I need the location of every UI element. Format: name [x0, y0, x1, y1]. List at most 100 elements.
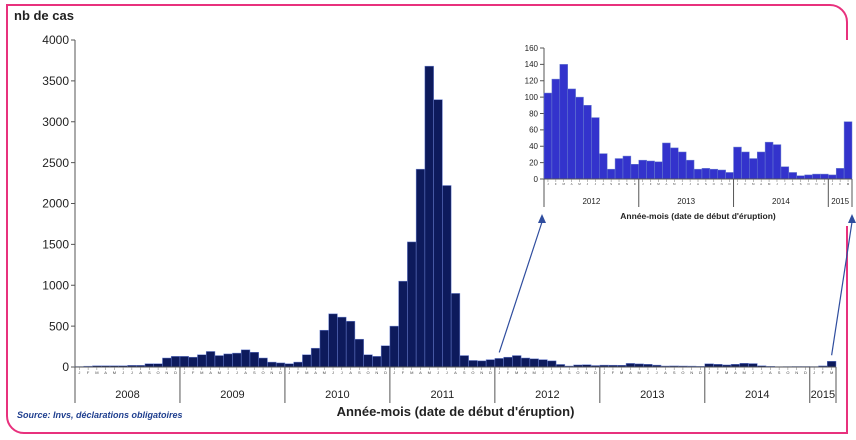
inset-bar: [788, 172, 797, 180]
main-bar: [433, 99, 443, 368]
inset-month-label: M: [673, 182, 676, 186]
main-bar: [494, 358, 504, 368]
main-bar: [179, 356, 189, 368]
inset-group: 0 20 40 60 80 100 120 140 160 J F M A M J J A S O N D 2012 J F M…: [508, 40, 854, 226]
inset-bar: [583, 105, 592, 180]
inset-y-tick-label: 80: [529, 109, 538, 118]
inset-month-label: A: [760, 182, 762, 186]
inset-month-label: F: [839, 182, 841, 186]
inset-month-label: F: [555, 182, 557, 186]
main-month-label: A: [139, 370, 142, 375]
main-bar: [267, 361, 277, 368]
main-bar: [748, 363, 758, 368]
main-month-label: J: [647, 370, 649, 375]
main-month-label: J: [761, 370, 763, 375]
main-month-label: A: [244, 370, 247, 375]
main-month-label: M: [200, 370, 203, 375]
main-month-label: A: [769, 370, 772, 375]
inset-month-label: D: [823, 182, 826, 186]
inset-month-label: O: [618, 182, 621, 186]
main-y-tick-label: 1000: [42, 278, 69, 292]
main-bar: [512, 355, 522, 368]
main-month-label: O: [471, 370, 474, 375]
main-month-label: O: [262, 370, 265, 375]
inset-month-label: J: [681, 182, 683, 186]
main-month-label: A: [524, 370, 527, 375]
main-bar: [162, 357, 172, 368]
inset-year-label: 2012: [582, 197, 600, 206]
main-month-label: D: [384, 370, 387, 375]
inset-month-label: N: [721, 182, 723, 186]
main-y-tick-label: 2500: [42, 156, 69, 170]
main-bar: [477, 360, 487, 368]
main-month-label: J: [78, 370, 80, 375]
main-month-label: S: [568, 370, 571, 375]
inset-bar: [622, 155, 632, 180]
inset-bar: [693, 168, 703, 180]
main-y-tick-label: 4000: [42, 33, 69, 47]
main-bar: [372, 356, 382, 368]
inset-month-label: A: [665, 182, 667, 186]
main-month-label: J: [341, 370, 343, 375]
main-month-label: A: [209, 370, 212, 375]
main-month-label: M: [305, 370, 308, 375]
main-year-label: 2014: [745, 389, 769, 401]
main-month-label: A: [629, 370, 632, 375]
inset-year-label: 2015: [831, 197, 849, 206]
main-month-label: A: [314, 370, 317, 375]
inset-bar: [772, 144, 782, 180]
inset-month-label: M: [578, 182, 581, 186]
main-month-label: S: [148, 370, 151, 375]
inset-bar: [820, 173, 829, 180]
main-bar: [249, 352, 259, 368]
inset-month-label: S: [610, 182, 612, 186]
main-month-label: M: [830, 370, 833, 375]
main-bar: [380, 345, 391, 368]
inset-month-label: F: [744, 182, 746, 186]
main-year-label: 2011: [431, 389, 455, 401]
inset-month-label: J: [547, 182, 549, 186]
main-bar: [459, 355, 469, 368]
main-month-label: J: [656, 370, 658, 375]
main-month-label: J: [752, 370, 754, 375]
inset-month-label: N: [626, 182, 628, 186]
main-year-label: 2010: [325, 389, 349, 401]
inset-bar: [678, 151, 687, 180]
inset-month-label: F: [650, 182, 652, 186]
main-month-label: J: [183, 370, 185, 375]
inset-bar: [567, 88, 576, 180]
main-bar: [223, 353, 233, 368]
main-month-label: M: [725, 370, 728, 375]
inset-bar: [685, 159, 695, 180]
inset-month-label: J: [587, 182, 589, 186]
inset-bar: [575, 96, 584, 180]
main-bar: [319, 329, 329, 368]
main-month-label: J: [131, 370, 133, 375]
inset-x-axis-title: Année-mois (date de début d'éruption): [620, 211, 776, 221]
main-month-label: A: [559, 370, 562, 375]
main-month-label: M: [620, 370, 623, 375]
main-month-label: J: [542, 370, 544, 375]
main-month-label: N: [165, 370, 168, 375]
main-month-label: F: [297, 370, 300, 375]
main-bar: [485, 359, 496, 368]
inset-month-label: O: [807, 182, 810, 186]
inset-bar: [662, 142, 671, 180]
main-month-label: D: [279, 370, 282, 375]
main-bar: [450, 293, 461, 368]
inset-bar: [606, 168, 616, 180]
main-bar: [170, 356, 181, 368]
main-year-label: 2008: [115, 389, 139, 401]
main-month-label: O: [786, 370, 789, 375]
main-month-label: A: [734, 370, 737, 375]
inset-month-label: S: [705, 182, 707, 186]
main-bar: [258, 357, 268, 368]
main-bar: [389, 325, 399, 368]
main-month-label: J: [393, 370, 395, 375]
main-bar: [442, 185, 452, 368]
main-month-label: F: [822, 370, 825, 375]
main-bar: [363, 354, 373, 368]
inset-bar: [749, 158, 758, 180]
inset-bar: [780, 166, 790, 180]
